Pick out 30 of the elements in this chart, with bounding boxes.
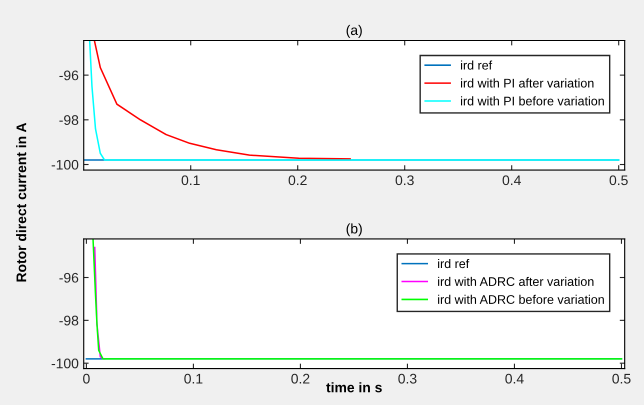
x-tick-label: 0.1 <box>182 175 200 186</box>
y-tick-label: -96 <box>59 272 78 283</box>
x-tick-label: 0.2 <box>291 374 310 384</box>
x-tick-label: 0.3 <box>398 374 416 384</box>
legend-label: ird ref <box>461 60 492 70</box>
line-series <box>88 40 620 161</box>
chart-title: (a) <box>346 24 362 38</box>
x-tick-label: 0.4 <box>502 175 521 186</box>
y-tick-label: -100 <box>52 160 78 170</box>
x-tick-label: 0.4 <box>505 374 524 384</box>
legend-label: ird with PI before variation <box>461 96 604 106</box>
chart-title: (b) <box>346 223 362 236</box>
legend-label: ird ref <box>438 258 470 268</box>
x-tick-label: 0.2 <box>288 175 307 186</box>
x-tick-label: 0.3 <box>396 175 414 186</box>
y-axis-title: Rotor direct current in A <box>16 122 26 282</box>
y-tick-label: -98 <box>59 115 78 125</box>
x-tick-label: 0.5 <box>612 374 631 384</box>
legend-label: ird with PI after variation <box>461 78 594 88</box>
y-tick-label: -100 <box>52 358 78 368</box>
x-tick-label: 0 <box>83 374 90 384</box>
y-tick-label: -98 <box>59 316 78 326</box>
y-tick-label: -96 <box>59 70 78 80</box>
x-tick-label: 0.5 <box>610 175 628 186</box>
x-tick-label: 0.1 <box>184 374 202 384</box>
line-series <box>94 40 351 160</box>
legend-label: ird with ADRC after variation <box>438 276 594 286</box>
x-axis-title: time in s <box>326 382 382 392</box>
legend-label: ird with ADRC before variation <box>438 294 604 304</box>
line-series <box>92 238 622 360</box>
